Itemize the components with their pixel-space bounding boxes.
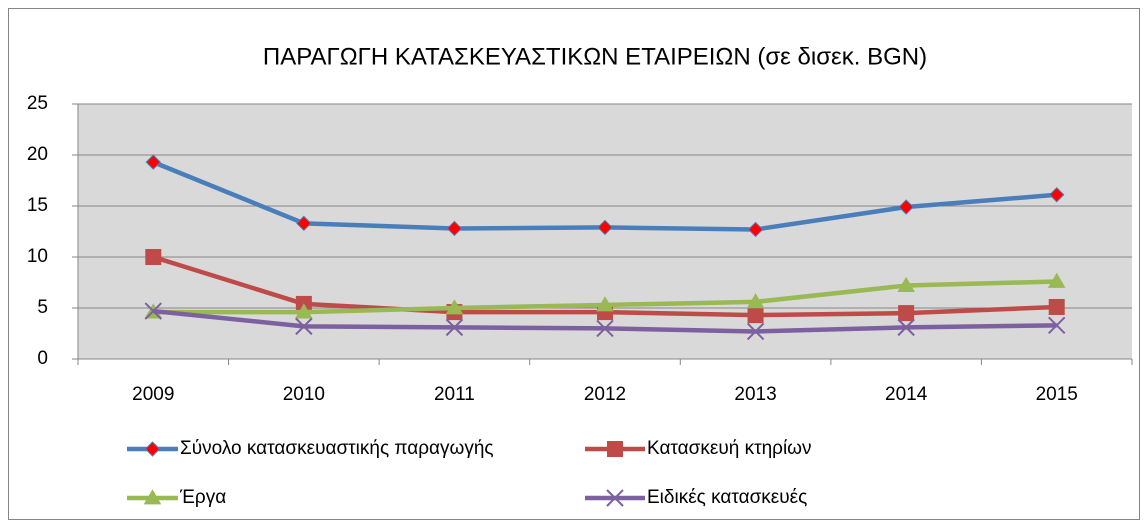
marker — [1048, 298, 1065, 315]
x-tick-label: 2009 — [132, 384, 174, 405]
x-tick-label: 2014 — [885, 384, 928, 405]
x-tick-label: 2015 — [1036, 384, 1078, 405]
legend-label: Έργα — [179, 487, 226, 508]
marker — [596, 296, 614, 312]
marker — [898, 305, 915, 322]
y-tick-label: 5 — [37, 297, 48, 318]
y-tick-label: 15 — [27, 195, 48, 216]
marker — [747, 221, 764, 238]
marker — [144, 302, 162, 320]
marker — [606, 489, 624, 507]
marker — [897, 318, 915, 337]
marker — [596, 319, 614, 338]
x-tick-label: 2013 — [734, 384, 776, 405]
marker — [898, 199, 914, 215]
marker — [143, 489, 162, 505]
marker — [295, 317, 313, 336]
y-tick-label: 20 — [27, 144, 48, 165]
y-tick-label: 25 — [27, 93, 48, 114]
y-tick-label: 10 — [27, 246, 48, 267]
marker — [597, 219, 613, 236]
marker — [1048, 316, 1066, 335]
marker — [1049, 187, 1065, 203]
marker — [607, 441, 623, 457]
x-tick-label: 2011 — [434, 384, 475, 405]
x-tick-label: 2012 — [584, 384, 626, 405]
marker — [145, 154, 161, 170]
marker — [445, 318, 464, 337]
chart-title: ΠΑΡΑΓΩΓΗ ΚΑΤΑΣΚΕΥΑΣΤΙΚΩΝ ΕΤΑΙΡΕΙΩΝ (σε δ… — [263, 43, 927, 70]
marker — [145, 249, 162, 265]
legend-label: Ειδικές κατασκευές — [647, 487, 807, 508]
legend-label: Κατασκευή κτηρίων — [647, 438, 812, 459]
marker — [445, 299, 464, 315]
marker — [296, 215, 312, 232]
marker — [144, 441, 161, 457]
legend-label: Σύνολο κατασκευαστικής παραγωγής — [180, 438, 494, 459]
y-tick-label: 0 — [37, 348, 48, 369]
marker — [747, 307, 764, 324]
marker — [1047, 272, 1066, 288]
marker — [897, 276, 915, 292]
marker — [746, 293, 765, 309]
marker — [295, 303, 313, 319]
marker — [746, 322, 765, 341]
x-tick-label: 2010 — [283, 384, 325, 405]
marker — [446, 220, 463, 237]
